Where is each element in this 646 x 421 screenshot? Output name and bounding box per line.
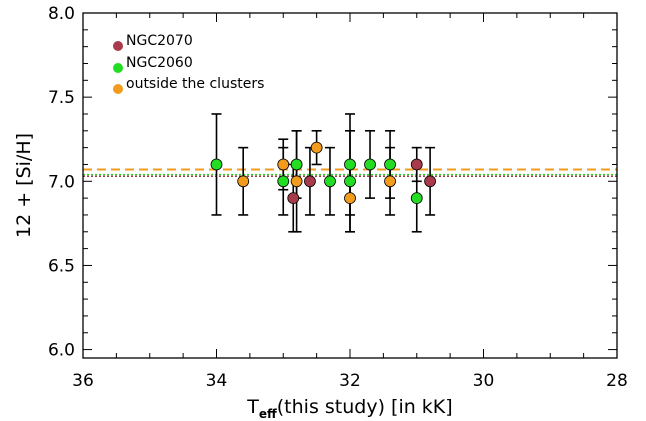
x-axis-label: Teff(this study) [in kK] <box>246 396 452 421</box>
data-points <box>210 141 437 205</box>
data-point <box>344 192 356 205</box>
data-point <box>324 175 336 188</box>
legend-marker-outside-the-clusters <box>113 84 123 94</box>
data-point <box>384 158 396 171</box>
y-axis-label: 12 + [Si/H] <box>13 133 35 238</box>
data-point <box>344 158 356 171</box>
data-point <box>277 158 290 171</box>
data-point <box>384 175 396 188</box>
x-tick-label: 32 <box>339 371 361 391</box>
y-tick-label: 6.0 <box>48 341 75 361</box>
data-point <box>290 158 303 171</box>
x-axis-label-main: T <box>246 396 259 418</box>
legend-label-ngc2070: NGC2070 <box>126 33 193 49</box>
x-axis-label-subscript: eff <box>259 407 277 421</box>
data-point <box>290 175 303 188</box>
data-point <box>344 175 356 188</box>
x-tick-label: 36 <box>72 371 94 391</box>
legend-label-ngc2060: NGC2060 <box>126 55 193 71</box>
data-point <box>364 158 376 171</box>
data-point <box>287 192 300 205</box>
x-axis-label-rest: (this study) [in kK] <box>277 396 453 418</box>
legend-label-outside-the-clusters: outside the clusters <box>126 76 264 92</box>
data-point <box>277 175 290 188</box>
data-point <box>410 192 423 205</box>
x-tick-label: 34 <box>206 371 228 391</box>
y-tick-label: 7.5 <box>48 88 75 108</box>
data-point <box>310 141 323 154</box>
y-tick-label: 8.0 <box>48 4 75 24</box>
data-point <box>237 175 250 188</box>
y-tick-label: 6.5 <box>48 256 75 276</box>
data-point <box>424 175 437 188</box>
axis-ticks: 36 34 32 30 28 6.0 6.5 7.0 7.5 8.0 <box>48 4 628 391</box>
legend: NGC2070 NGC2060 outside the clusters <box>113 33 264 94</box>
legend-marker-ngc2070 <box>113 41 123 51</box>
data-point <box>210 158 223 171</box>
data-point <box>410 158 423 171</box>
error-bars <box>211 113 436 233</box>
y-tick-label: 7.0 <box>48 172 75 192</box>
legend-marker-ngc2060 <box>113 63 123 73</box>
x-tick-label: 28 <box>606 371 628 391</box>
data-point <box>304 175 316 188</box>
x-tick-label: 30 <box>473 371 495 391</box>
